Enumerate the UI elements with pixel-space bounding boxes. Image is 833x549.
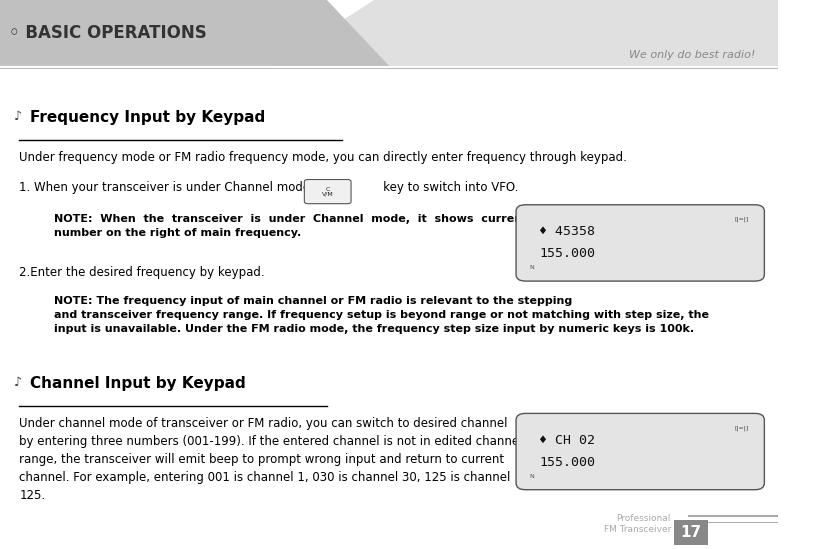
FancyBboxPatch shape: [516, 413, 765, 490]
Text: 155.000: 155.000: [540, 456, 596, 469]
Text: Frequency Input by Keypad: Frequency Input by Keypad: [30, 110, 265, 125]
Text: Under channel mode of transceiver or FM radio, you can switch to desired channel: Under channel mode of transceiver or FM …: [19, 417, 523, 502]
Text: [|=|]: [|=|]: [735, 425, 749, 431]
Text: 17: 17: [681, 525, 701, 540]
Text: Channel Input by Keypad: Channel Input by Keypad: [30, 376, 246, 391]
Text: 1. When your transceiver is under Channel mode, press         key to switch into: 1. When your transceiver is under Channe…: [19, 181, 519, 194]
Text: ♦ CH 02: ♦ CH 02: [540, 434, 596, 447]
Text: We only do best radio!: We only do best radio!: [629, 51, 755, 60]
Polygon shape: [272, 0, 778, 66]
Text: C
V/M: C V/M: [322, 187, 333, 197]
Text: ♪: ♪: [14, 376, 22, 389]
Text: [|=|]: [|=|]: [735, 217, 749, 222]
FancyBboxPatch shape: [674, 520, 708, 545]
Text: ♪: ♪: [14, 110, 22, 123]
Text: NOTE:  When  the  transceiver  is  under  Channel  mode,  it  shows  current  ch: NOTE: When the transceiver is under Chan…: [54, 214, 585, 238]
Text: NOTE: The frequency input of main channel or FM radio is relevant to the steppin: NOTE: The frequency input of main channe…: [54, 296, 710, 334]
Text: Professional
FM Transceiver: Professional FM Transceiver: [604, 513, 671, 534]
Polygon shape: [0, 0, 389, 66]
Text: N: N: [529, 474, 534, 479]
Text: 155.000: 155.000: [540, 247, 596, 260]
Text: N: N: [529, 265, 534, 270]
FancyBboxPatch shape: [304, 180, 351, 204]
Text: 2.Enter the desired frequency by keypad.: 2.Enter the desired frequency by keypad.: [19, 266, 265, 279]
Text: ♦ 45358: ♦ 45358: [540, 225, 596, 238]
Text: ◦ BASIC OPERATIONS: ◦ BASIC OPERATIONS: [9, 24, 207, 42]
FancyBboxPatch shape: [516, 205, 765, 281]
Text: Under frequency mode or FM radio frequency mode, you can directly enter frequenc: Under frequency mode or FM radio frequen…: [19, 151, 627, 164]
